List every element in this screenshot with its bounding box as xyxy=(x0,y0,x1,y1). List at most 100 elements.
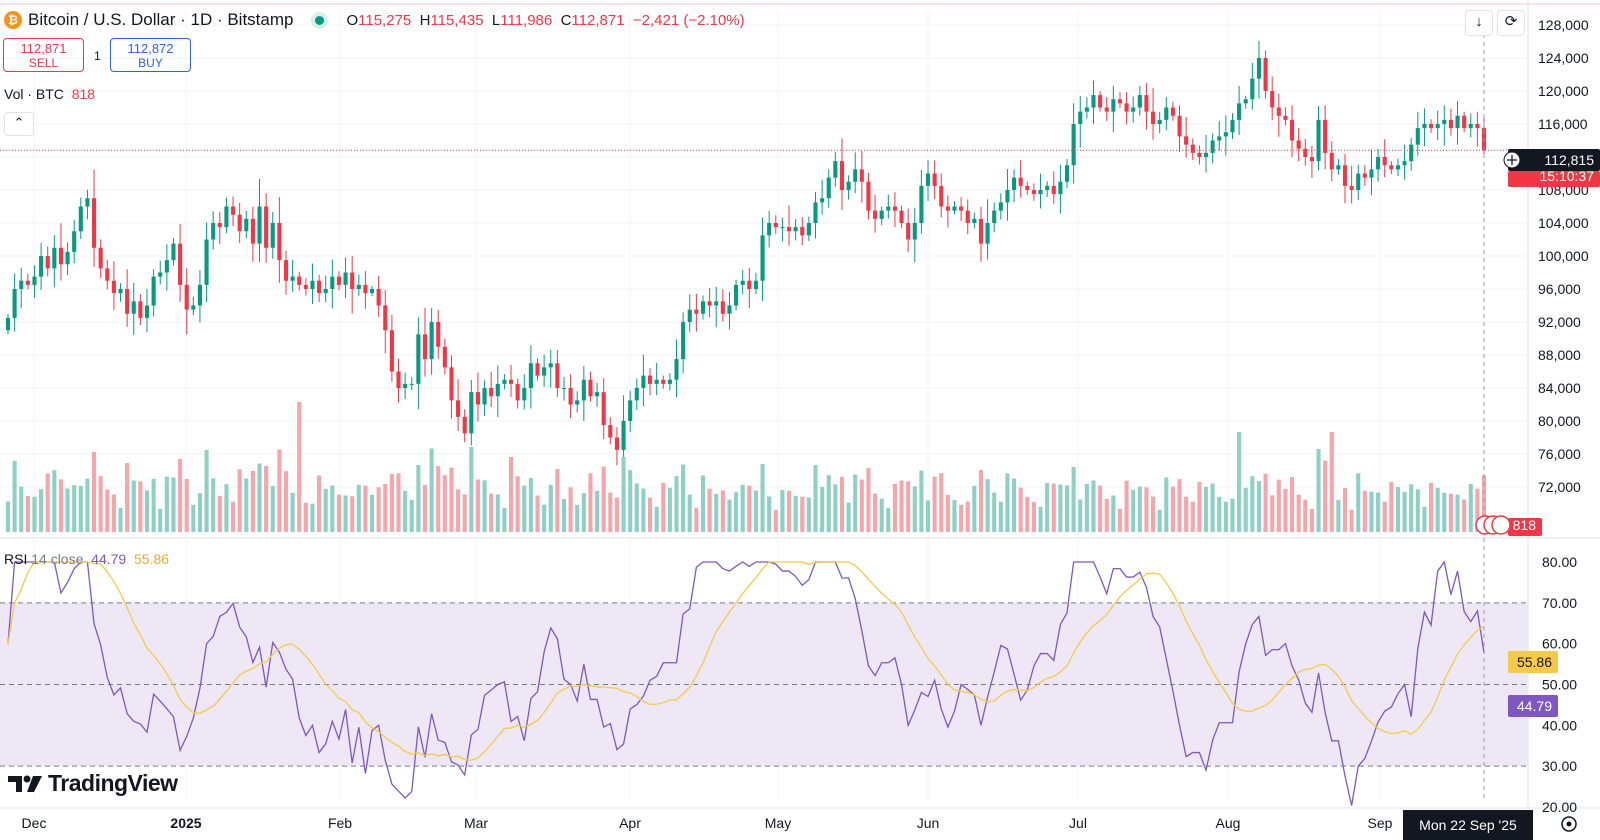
candle-body xyxy=(317,280,322,294)
candle-body xyxy=(820,198,825,203)
candle-body xyxy=(224,206,229,228)
candle-body xyxy=(422,334,428,360)
volume-bar xyxy=(866,467,871,532)
volume-bar xyxy=(985,479,990,532)
candle-body xyxy=(369,289,375,294)
volume-bar xyxy=(283,471,289,532)
candle-body xyxy=(356,284,361,289)
volume-bar xyxy=(925,500,931,532)
candle-body xyxy=(1031,190,1036,195)
volume-bar xyxy=(317,475,322,532)
candle-body xyxy=(1250,78,1255,100)
volume-legend[interactable]: Vol · BTC 818 xyxy=(4,86,95,102)
candle-body xyxy=(1217,136,1222,141)
volume-bar xyxy=(403,490,408,532)
candle-body xyxy=(1051,185,1056,195)
volume-bar xyxy=(1151,496,1156,532)
countdown-badge-bg xyxy=(1508,171,1600,187)
candle-body xyxy=(211,223,216,240)
candle-body xyxy=(495,383,500,397)
candle-body xyxy=(1091,95,1096,108)
volume-bar xyxy=(826,475,831,532)
volume-bar xyxy=(1223,501,1228,532)
candle-body xyxy=(264,206,269,248)
candle-body xyxy=(972,218,977,223)
collapse-legend-button[interactable]: ⌃ xyxy=(4,112,34,136)
volume-bar xyxy=(356,484,361,532)
candle-body xyxy=(700,301,706,314)
candle-body xyxy=(681,322,686,360)
candle-body xyxy=(806,223,811,236)
candle-body xyxy=(826,177,831,199)
volume-bar xyxy=(1323,460,1328,532)
volume-bar xyxy=(449,467,454,532)
candle-body xyxy=(277,223,282,261)
time-axis-label: May xyxy=(765,815,791,831)
sell-label: SELL xyxy=(28,56,59,70)
volume-bar xyxy=(1217,496,1222,532)
candle-body xyxy=(800,227,805,236)
volume-bar xyxy=(1276,479,1281,532)
volume-bar xyxy=(1349,509,1354,532)
change-readout: −2,421 (−2.10%) xyxy=(632,11,745,29)
volume-bar xyxy=(1025,496,1030,532)
volume-bar xyxy=(1104,498,1109,532)
candle-body xyxy=(230,206,236,215)
replay-button[interactable]: ⟳ xyxy=(1497,10,1525,36)
volume-bar xyxy=(1475,488,1480,532)
volume-bar xyxy=(12,460,17,532)
volume-bar xyxy=(1435,487,1440,532)
candle-body xyxy=(1230,119,1235,133)
volume-bar xyxy=(78,486,83,532)
candle-body xyxy=(383,305,388,331)
sell-button[interactable]: 112,871 SELL xyxy=(3,38,84,72)
volume-bar xyxy=(1203,486,1209,532)
price-axis-label: 116,000 xyxy=(1538,116,1588,132)
buy-button[interactable]: 112,872 BUY xyxy=(110,38,191,72)
sell-price: 112,871 xyxy=(20,41,67,56)
buy-price: 112,872 xyxy=(127,41,174,56)
candle-body xyxy=(959,206,964,211)
volume-bar xyxy=(111,494,116,532)
candle-body xyxy=(1018,177,1023,186)
candle-body xyxy=(892,206,897,211)
candle-body xyxy=(19,280,24,289)
tradingview-logo[interactable]: TradingView xyxy=(8,770,178,797)
volume-bar xyxy=(641,488,646,532)
volume-bar xyxy=(700,475,706,532)
candle-body xyxy=(1098,95,1103,108)
candle-body xyxy=(667,379,672,384)
volume-bar xyxy=(1376,492,1381,532)
spread-value: 1 xyxy=(94,49,101,63)
candle-body xyxy=(945,206,950,211)
candle-body xyxy=(1005,190,1010,203)
volume-badge: 818 xyxy=(1513,517,1537,533)
volume-badge-bg xyxy=(1508,518,1542,536)
candle-body xyxy=(1117,99,1123,104)
volume-bar xyxy=(138,481,143,532)
candle-body xyxy=(528,363,533,388)
volume-bar xyxy=(1170,486,1175,532)
price-axis-label: 84,000 xyxy=(1538,380,1581,396)
rsi-legend[interactable]: RSI 14 close 44.79 55.86 xyxy=(4,551,169,567)
volume-bar xyxy=(1230,498,1235,532)
symbol-title[interactable]: Bitcoin / U.S. Dollar · 1D · Bitstamp xyxy=(28,10,294,29)
candle-body xyxy=(641,375,646,388)
volume-bar xyxy=(72,485,77,532)
candle-body xyxy=(151,276,156,306)
candle-body xyxy=(568,388,573,405)
volume-bar xyxy=(1045,482,1050,532)
candle-body xyxy=(442,346,447,368)
download-button[interactable]: ↓ xyxy=(1465,10,1493,36)
candle-body xyxy=(138,301,143,318)
time-axis-label: Dec xyxy=(22,815,47,831)
candle-body xyxy=(561,388,567,389)
volume-bar xyxy=(1018,487,1023,532)
candle-body xyxy=(661,379,666,384)
candle-body xyxy=(98,247,103,269)
price-axis-label: 80,000 xyxy=(1538,413,1581,429)
candle-body xyxy=(131,301,136,314)
volume-bar xyxy=(614,497,619,532)
candle-body xyxy=(1422,124,1427,129)
